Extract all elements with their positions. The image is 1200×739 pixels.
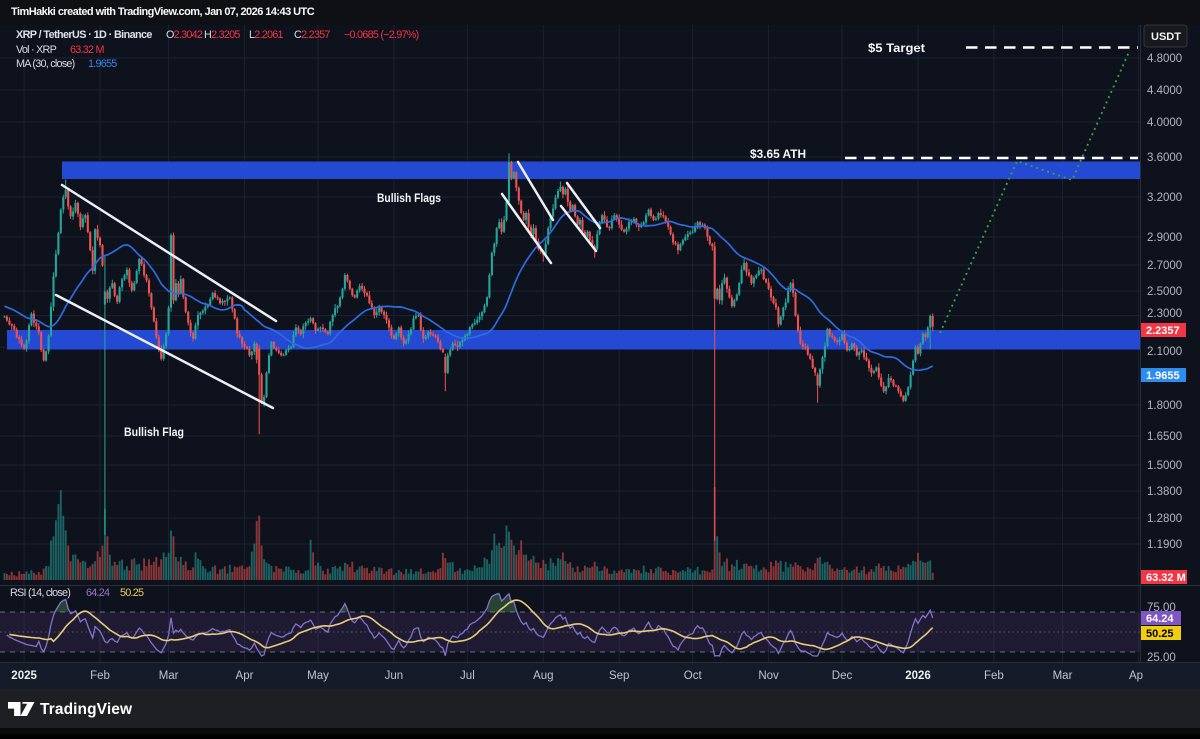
svg-text:Mar: Mar [1053,670,1073,682]
svg-text:1.2800: 1.2800 [1147,513,1182,525]
svg-text:2.5000: 2.5000 [1147,286,1182,298]
svg-text:25.00: 25.00 [1147,652,1176,664]
svg-text:4.0000: 4.0000 [1147,117,1182,129]
svg-text:Oct: Oct [684,670,703,682]
svg-text:4.4000: 4.4000 [1147,85,1182,97]
svg-text:Sep: Sep [609,670,629,682]
svg-text:2.2357: 2.2357 [1146,325,1180,337]
svg-text:Aug: Aug [533,670,553,682]
svg-text:1.8000: 1.8000 [1147,400,1182,412]
svg-text:2.3000: 2.3000 [1147,308,1182,320]
svg-text:Jun: Jun [385,670,404,682]
svg-text:USDT: USDT [1151,31,1181,43]
svg-text:63.32 M: 63.32 M [1146,572,1186,584]
svg-text:50.25: 50.25 [1146,628,1174,640]
svg-text:3.6000: 3.6000 [1147,152,1182,164]
svg-text:Nov: Nov [758,670,779,682]
svg-text:1.6500: 1.6500 [1147,431,1182,443]
svg-text:Feb: Feb [90,670,110,682]
svg-text:MA (30, close)1.9655: MA (30, close) 1.9655 [16,58,117,70]
svg-text:1.5000: 1.5000 [1147,460,1182,472]
svg-text:2025: 2025 [11,670,37,682]
svg-text:4.8000: 4.8000 [1147,53,1182,65]
svg-text:$5 Target: $5 Target [868,43,925,55]
svg-text:Mar: Mar [159,670,179,682]
svg-text:Apr: Apr [236,670,254,682]
svg-text:3.2000: 3.2000 [1147,192,1182,204]
svg-text:Bullish Flags: Bullish Flags [377,193,441,205]
svg-text:1.9655: 1.9655 [1146,370,1180,382]
svg-text:Feb: Feb [984,670,1004,682]
svg-text:Bullish Flag: Bullish Flag [124,427,184,439]
svg-text:Ap: Ap [1129,670,1143,682]
svg-text:2.1000: 2.1000 [1147,346,1182,358]
svg-text:1.3800: 1.3800 [1147,486,1182,498]
svg-text:May: May [307,670,329,682]
svg-text:2026: 2026 [905,670,931,682]
svg-text:1.1900: 1.1900 [1147,539,1182,551]
svg-text:2.9000: 2.9000 [1147,232,1182,244]
svg-text:Dec: Dec [832,670,853,682]
svg-text:Jul: Jul [460,670,475,682]
svg-text:$3.65 ATH: $3.65 ATH [750,149,806,161]
svg-text:2.7000: 2.7000 [1147,260,1182,272]
svg-text:64.24: 64.24 [1146,613,1174,625]
